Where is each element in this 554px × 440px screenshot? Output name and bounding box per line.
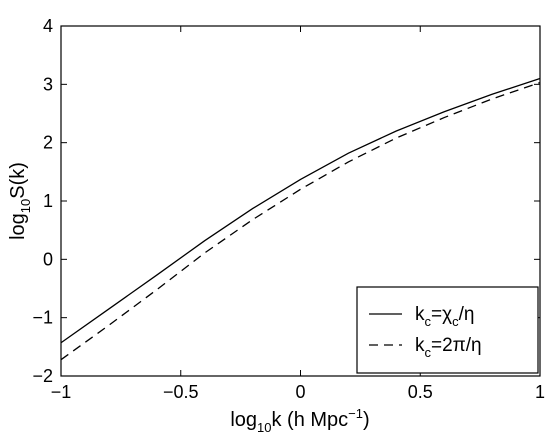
x-tick-label: 0 (295, 382, 305, 402)
series-line-dashed (60, 81, 541, 361)
x-tick-label: −1 (51, 382, 72, 402)
legend: kc=χc/η kc=2π/η (356, 286, 539, 374)
y-tick-label: 2 (43, 133, 53, 153)
y-axis-label: log10S(k) (7, 162, 33, 240)
y-tick-label: 3 (43, 74, 53, 94)
y-tick-label: −1 (32, 308, 53, 328)
legend-box (356, 286, 539, 374)
x-tick-label: 0.5 (408, 382, 433, 402)
y-tick-label: 1 (43, 191, 53, 211)
legend-label-solid: kc=χc/η (415, 304, 474, 329)
x-tick-label: 1 (535, 382, 545, 402)
x-axis-label: log10k (h Mpc−1) (230, 406, 369, 435)
y-tick-label: −2 (32, 366, 53, 386)
y-tick-label: 0 (43, 249, 53, 269)
legend-label-dashed: kc=2π/η (415, 335, 482, 360)
y-tick-label: 4 (43, 16, 53, 36)
series-line-solid (60, 77, 541, 344)
plot-frame (60, 25, 541, 377)
x-tick-label: −0.5 (163, 382, 199, 402)
series-layer (60, 77, 541, 361)
